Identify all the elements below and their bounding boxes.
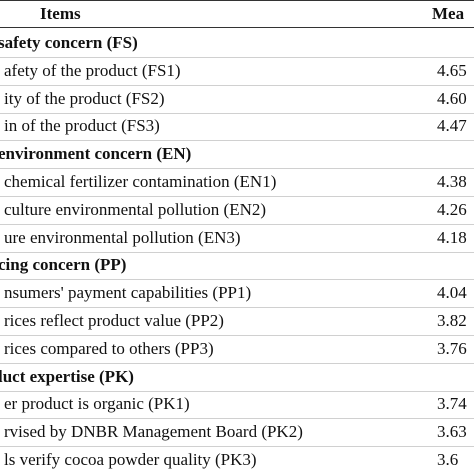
mean-value: 4.65 bbox=[437, 60, 467, 80]
mean-value: 4.38 bbox=[437, 172, 467, 191]
mean-value: 4.60 bbox=[437, 88, 467, 108]
mean-value: 4.47 bbox=[437, 116, 467, 136]
item-text: ity of the product (FS2) bbox=[4, 88, 165, 108]
group-row: safety concern (FS) bbox=[0, 30, 474, 58]
item-row: rices compared to others (PP3) 3.76 bbox=[0, 336, 474, 364]
item-row: culture environmental pollution (EN2) 4.2… bbox=[0, 197, 474, 225]
item-row: rvised by DNBR Management Board (PK2) 3.6… bbox=[0, 419, 474, 448]
item-text: er product is organic (PK1) bbox=[4, 394, 190, 414]
item-row: in of the product (FS3) 4.47 bbox=[0, 113, 474, 142]
item-text: ls verify cocoa powder quality (PK3) bbox=[4, 450, 257, 469]
group-title: safety concern (FS) bbox=[0, 33, 138, 52]
item-text: chemical fertilizer contamination (EN1) bbox=[4, 172, 277, 191]
item-text: ure environmental pollution (EN3) bbox=[4, 227, 241, 247]
mean-value: 3.6 bbox=[437, 450, 459, 469]
group-row: environment concern (EN) bbox=[0, 141, 474, 170]
group-title: cing concern (PP) bbox=[0, 255, 127, 275]
header-items: Items bbox=[40, 4, 81, 23]
header-mean: Mea bbox=[432, 4, 465, 23]
mean-value: 4.26 bbox=[437, 199, 467, 219]
item-row: afety of the product (FS1) 4.65 bbox=[0, 58, 474, 86]
mean-value: 4.18 bbox=[437, 227, 467, 247]
group-row: cing concern (PP) bbox=[0, 252, 474, 281]
item-text: nsumers' payment capabilities (PP1) bbox=[4, 283, 252, 303]
mean-value: 4.04 bbox=[437, 283, 467, 303]
item-row: nsumers' payment capabilities (PP1) 4.04 bbox=[0, 280, 474, 309]
group-row: luct expertise (PK) bbox=[0, 364, 474, 392]
mean-value: 3.76 bbox=[437, 338, 467, 358]
item-row: chemical fertilizer contamination (EN1) 4… bbox=[0, 169, 474, 197]
item-text: rices compared to others (PP3) bbox=[4, 338, 214, 358]
group-title: environment concern (EN) bbox=[0, 144, 192, 164]
item-row: ls verify cocoa powder quality (PK3) 3.6 bbox=[0, 447, 474, 474]
table-header: Items Mea bbox=[0, 0, 474, 28]
item-text: afety of the product (FS1) bbox=[4, 60, 181, 80]
item-text: rvised by DNBR Management Board (PK2) bbox=[4, 422, 303, 442]
item-row: rices reflect product value (PP2) 3.82 bbox=[0, 308, 474, 336]
mean-value: 3.63 bbox=[437, 422, 467, 442]
item-row: ure environmental pollution (EN3) 4.18 bbox=[0, 225, 474, 253]
item-text: rices reflect product value (PP2) bbox=[4, 311, 224, 330]
item-text: in of the product (FS3) bbox=[4, 116, 160, 136]
mean-value: 3.74 bbox=[437, 394, 467, 414]
item-row: ity of the product (FS2) 4.60 bbox=[0, 86, 474, 114]
mean-value: 3.82 bbox=[437, 311, 467, 330]
item-text: culture environmental pollution (EN2) bbox=[4, 199, 267, 219]
group-title: luct expertise (PK) bbox=[0, 366, 134, 386]
item-row: er product is organic (PK1) 3.74 bbox=[0, 391, 474, 420]
